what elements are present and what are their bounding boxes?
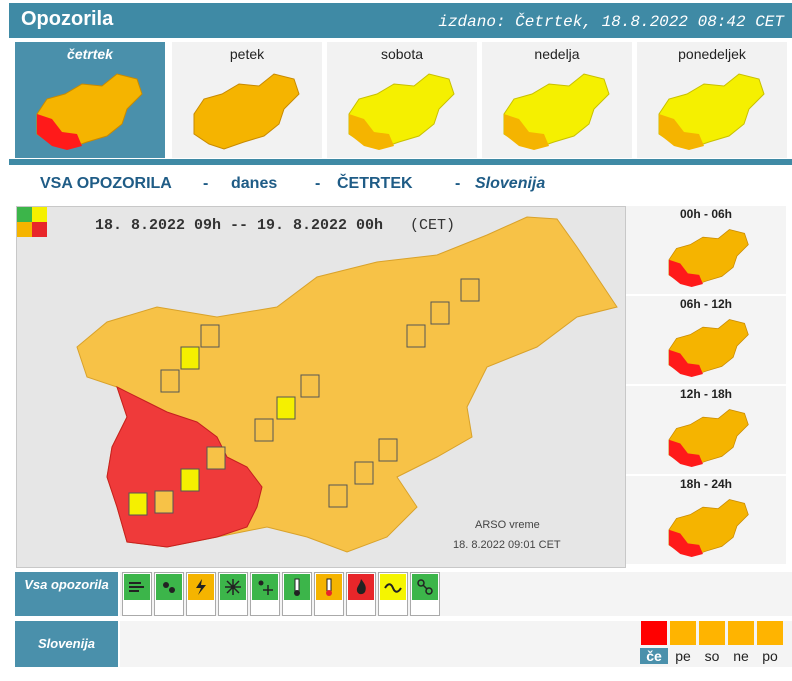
high-temperature-icon: [326, 578, 332, 596]
tab-day-thursday[interactable]: četrtek: [15, 42, 165, 158]
period-06-12[interactable]: 06h - 12h: [626, 296, 786, 384]
section-title: VSA OPOZORILA - danes - ČETRTEK - Sloven…: [15, 172, 624, 199]
subtitle-dash: -: [315, 175, 321, 192]
slovenia-thumbnail-icon: [668, 409, 749, 467]
day-label: ponedeljek: [678, 46, 746, 62]
day-status-label[interactable]: če: [640, 648, 668, 664]
slovenia-thumbnail-icon: [36, 73, 143, 150]
slovenia-thumbnail-icon: [668, 229, 749, 287]
subtitle-day: ČETRTEK: [337, 175, 413, 192]
subtitle-region: Slovenija: [475, 175, 546, 192]
hazard-low-temp-button[interactable]: [282, 572, 312, 616]
map-time-range: 18. 8.2022 09h -- 19. 8.2022 00h: [95, 217, 384, 234]
day-label: nedelja: [534, 46, 580, 62]
day-status-swatch[interactable]: [670, 621, 696, 645]
day-status-label[interactable]: ne: [733, 648, 749, 664]
day-status-swatch[interactable]: [757, 621, 783, 645]
row-slovenia: Slovenija: [15, 621, 118, 667]
period-label: 00h - 06h: [679, 207, 733, 221]
hazard-snow-button[interactable]: [218, 572, 248, 616]
subtitle-today: danes: [231, 175, 278, 192]
period-18-24[interactable]: 18h - 24h: [626, 476, 786, 564]
day-status-swatch[interactable]: [699, 621, 725, 645]
slovenia-thumbnail-icon: [668, 319, 749, 377]
day-tabs: četrtek petek sobota nedelja ponedeljek: [15, 42, 792, 158]
period-label: 18h - 24h: [679, 477, 733, 491]
hazard-snow-ice-button[interactable]: [250, 572, 280, 616]
row-all-warnings: Vsa opozorila: [15, 572, 118, 616]
fire-icon: [356, 579, 366, 595]
legend-red-swatch: [32, 222, 47, 237]
tab-day-sunday[interactable]: nedelja: [482, 42, 632, 158]
snow-ice-icon: [258, 580, 273, 595]
period-label: 06h - 12h: [679, 297, 733, 311]
low-temperature-icon: [294, 578, 300, 596]
tab-day-monday[interactable]: ponedeljek: [637, 42, 787, 158]
slovenia-thumbnail-icon: [658, 73, 765, 150]
map-timezone: (CET): [410, 217, 456, 234]
day-label: sobota: [380, 46, 424, 62]
tab-day-friday[interactable]: petek: [172, 42, 322, 158]
wind-icon: [129, 582, 144, 592]
row-label-all: Vsa opozorila: [24, 577, 109, 592]
main-warning-map[interactable]: 18. 8.2022 09h -- 19. 8.2022 00h (CET) A…: [16, 206, 626, 568]
snow-icon: [225, 579, 241, 595]
day-label: petek: [229, 46, 265, 62]
map-source: ARSO vreme: [475, 519, 540, 531]
legend-orange-swatch: [17, 222, 32, 237]
slovenia-thumbnail-icon: [503, 73, 610, 150]
period-12-18[interactable]: 12h - 18h: [626, 386, 786, 474]
page-title: Opozorila: [21, 8, 114, 30]
hazard-thunderstorm-button[interactable]: [186, 572, 216, 616]
hazard-wind-button[interactable]: [122, 572, 152, 616]
header-bar: Opozorila izdano: Četrtek, 18.8.2022 08:…: [9, 3, 792, 38]
period-00-06[interactable]: 00h - 06h: [626, 206, 786, 294]
hazard-avalanche-button[interactable]: [410, 572, 440, 616]
hazard-high-temp-button[interactable]: [314, 572, 344, 616]
day-status-label[interactable]: so: [704, 648, 720, 664]
slovenia-thumbnail-icon: [348, 73, 455, 150]
subtitle-dash: -: [455, 175, 461, 192]
day-label: četrtek: [67, 46, 113, 62]
map-timestamp: 18. 8.2022 09:01 CET: [453, 539, 561, 551]
day-status-label[interactable]: po: [762, 648, 778, 664]
legend-yellow-swatch: [32, 207, 47, 222]
rain-icon: [163, 582, 175, 593]
period-label: 12h - 18h: [679, 387, 733, 401]
hazard-icons-row: [120, 572, 792, 616]
slovenia-map-icon: [76, 216, 618, 553]
hazard-coastal-button[interactable]: [378, 572, 408, 616]
tab-day-saturday[interactable]: sobota: [327, 42, 477, 158]
slovenia-thumbnail-icon: [668, 499, 749, 557]
thunderstorm-icon: [196, 579, 206, 595]
slovenia-thumbnail-icon: [193, 73, 300, 150]
avalanche-icon: [417, 579, 433, 595]
day-status-swatch[interactable]: [728, 621, 754, 645]
legend-green-swatch: [17, 207, 32, 222]
subtitle-all-warnings: VSA OPOZORILA: [40, 175, 172, 192]
period-panel: 00h - 06h 06h - 12h 12h - 18h 18h - 24h: [626, 206, 792, 566]
subtitle-dash: -: [203, 175, 209, 192]
day-status-label[interactable]: pe: [675, 648, 691, 664]
coastal-event-icon: [384, 583, 402, 593]
separator-bar: [9, 159, 792, 165]
hazard-fire-button[interactable]: [346, 572, 376, 616]
hazard-rain-button[interactable]: [154, 572, 184, 616]
row-label-slovenia: Slovenija: [37, 636, 96, 651]
day-status-swatch[interactable]: [641, 621, 667, 645]
slovenia-day-row: če pe so ne po: [120, 621, 792, 667]
issued-timestamp: izdano: Četrtek, 18.8.2022 08:42 CET: [438, 13, 784, 31]
